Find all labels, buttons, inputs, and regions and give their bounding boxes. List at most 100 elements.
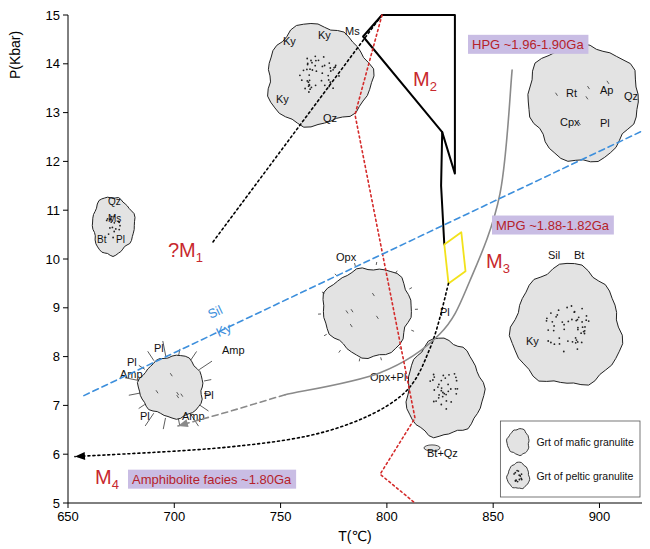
y-tick	[63, 503, 68, 504]
corona-mark	[376, 262, 378, 265]
y-tick-label: 9	[53, 300, 60, 315]
x-tick	[493, 503, 494, 508]
inclusion-dot	[113, 231, 115, 233]
inclusion-dot	[575, 320, 577, 322]
inclusion-dot	[588, 320, 590, 322]
inclusion-dot	[561, 321, 563, 323]
inclusion-dot	[555, 316, 557, 318]
pt-path	[285, 70, 512, 395]
inclusion-dot	[454, 373, 456, 375]
axes: 65070075080085090056789101112131415T(℃)P…	[7, 8, 642, 545]
arrowhead	[178, 419, 189, 427]
inclusion-dot	[307, 64, 309, 66]
age-label-box	[468, 35, 588, 54]
mineral-label: Ky	[526, 335, 539, 347]
y-tick-label: 11	[47, 203, 61, 218]
x-tick-label: 750	[270, 509, 292, 524]
inclusion-dot	[563, 324, 565, 326]
inclusion-dot	[577, 341, 579, 343]
inclusion-dot	[566, 307, 568, 309]
inclusion-dot	[308, 81, 310, 83]
inclusion-dot	[327, 75, 329, 77]
mineral-label: Ky	[318, 29, 331, 41]
pt-path	[178, 395, 285, 426]
garnet-outline	[323, 268, 411, 359]
inclusion-dot	[515, 479, 517, 481]
inclusion-dot	[332, 87, 334, 89]
inclusion-dot	[333, 67, 335, 69]
inclusion-mark	[587, 86, 589, 89]
corona-mark	[354, 263, 356, 266]
y-tick	[63, 210, 68, 211]
legend-label: Grt of mafic granulite	[536, 436, 634, 448]
y-tick	[63, 259, 68, 260]
inclusion-dot	[584, 326, 586, 328]
inclusion-dot	[306, 69, 308, 71]
mineral-label: Sil	[548, 249, 560, 261]
inclusion-dot	[574, 311, 576, 313]
corona-mark	[415, 309, 418, 310]
y-tick	[63, 405, 68, 406]
inclusion-dot	[329, 67, 331, 69]
inclusion-mark	[556, 93, 558, 96]
inclusion-dot	[321, 72, 323, 74]
inclusion-dot	[581, 308, 583, 310]
mineral-label: Ms	[345, 25, 360, 37]
y-tick-label: 6	[53, 447, 60, 462]
legend: Grt of mafic granuliteGrt of peltic gran…	[500, 421, 640, 497]
garnet-sketch: RtApQzCpxPl	[528, 44, 638, 162]
y-tick-label: 7	[53, 398, 60, 413]
inclusion-dot	[518, 470, 520, 472]
inclusion-mark	[350, 324, 352, 327]
corona-mark	[359, 358, 361, 361]
y-tick-label: 13	[46, 105, 60, 120]
inclusion-mark	[177, 395, 179, 398]
mineral-label: Ky	[276, 93, 289, 105]
mineral-label: Rt	[566, 87, 577, 99]
inclusion-dot	[515, 480, 517, 482]
x-tick-label: 900	[589, 509, 611, 524]
amphibole-ray	[163, 418, 165, 429]
inclusion-dot	[299, 74, 301, 76]
inclusion-mark	[181, 394, 183, 397]
age-label: HPG ~1.96-1.90Ga	[468, 35, 588, 54]
inclusion-mark	[346, 310, 348, 313]
garnet-outline	[509, 263, 622, 385]
corona-mark	[318, 313, 321, 314]
inclusion-dot	[308, 91, 310, 93]
inclusion-dot	[304, 88, 306, 90]
x-tick-label: 800	[376, 509, 398, 524]
mineral-label: Opx	[336, 251, 357, 263]
inclusion-dot	[442, 392, 444, 394]
inclusion-dot	[438, 384, 440, 386]
x-tick-label: 650	[57, 509, 79, 524]
inclusion-dot	[301, 79, 303, 81]
inclusion-dot	[573, 311, 575, 313]
pt-path	[213, 15, 382, 242]
legend-icon	[507, 462, 530, 488]
inclusion-dot	[517, 481, 519, 483]
mineral-label: Amp	[222, 344, 245, 356]
inclusion-dot	[115, 228, 117, 230]
inclusion-dot	[433, 401, 435, 403]
chart: KyKyMsKyQzQzMsBtPlRtApQzCpxPlOpxPlOpx+Pl…	[0, 0, 650, 549]
mineral-label: Qz	[624, 90, 638, 102]
inclusion-dot	[447, 390, 449, 392]
inclusion-dot	[553, 325, 555, 327]
garnet-sketch: SilBtKy	[509, 249, 622, 385]
age-label-text: Amphibolite facies ~1.80Ga	[132, 472, 292, 487]
inclusion-dot	[108, 233, 110, 235]
inclusion-dot	[314, 55, 316, 57]
inclusion-dot	[112, 237, 114, 239]
mineral-label: Pl	[140, 410, 150, 422]
pt-path	[355, 15, 415, 503]
x-tick	[280, 503, 281, 508]
amphibole-ray	[190, 351, 196, 360]
garnet-sketch: Bt+Qz	[406, 338, 485, 459]
corona-mark	[339, 350, 341, 352]
corona-mark	[395, 271, 397, 273]
amphibole-ray	[204, 380, 211, 381]
inclusion-dot	[556, 314, 558, 316]
pt-path	[84, 131, 642, 396]
inclusion-dot	[521, 479, 523, 481]
